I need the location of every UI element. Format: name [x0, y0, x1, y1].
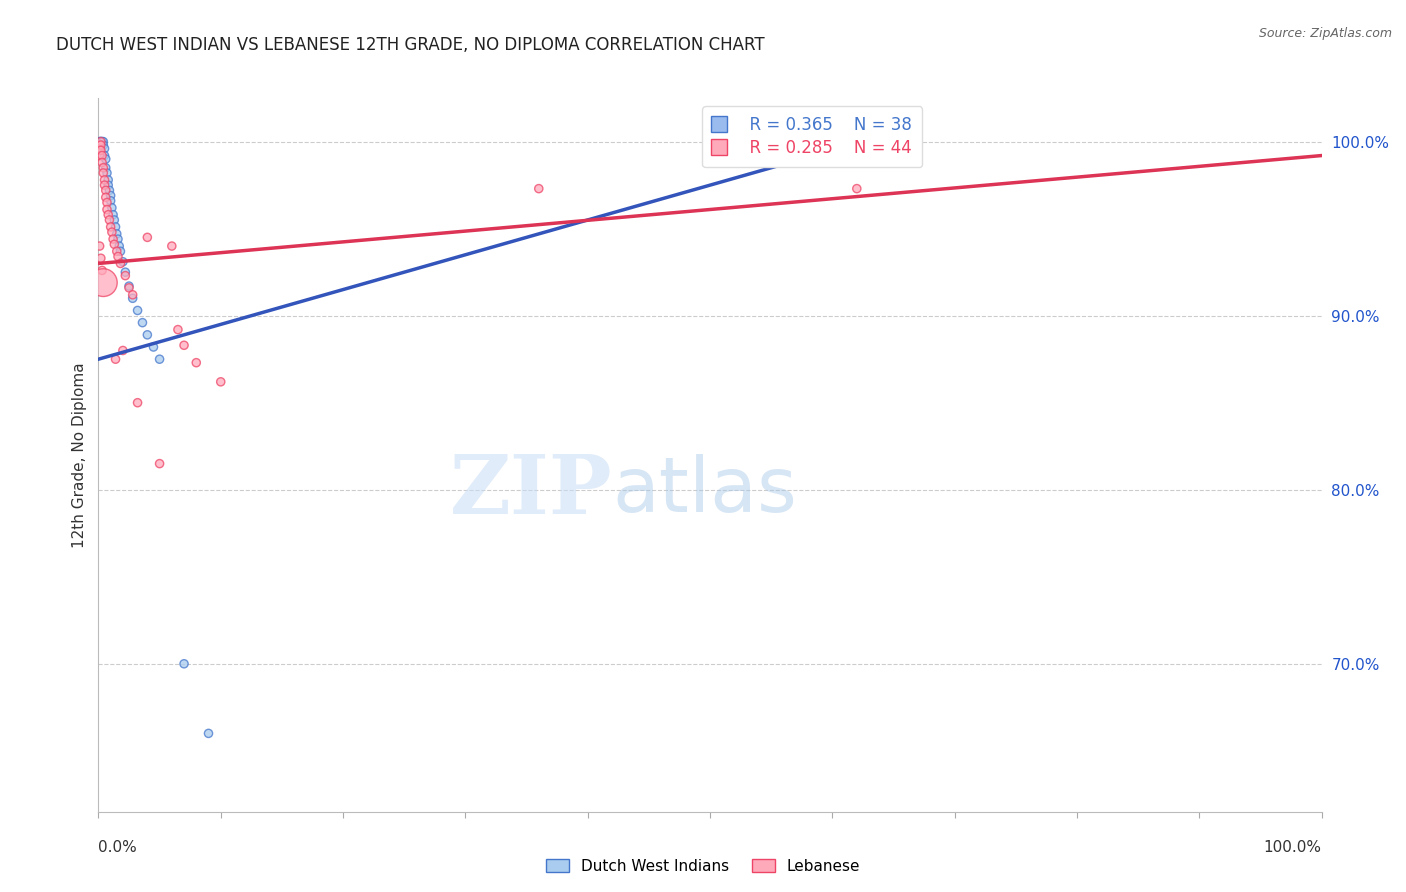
Point [107, 232, 129, 246]
Point [108, 239, 131, 253]
Point [209, 375, 232, 389]
Point [97, 178, 120, 193]
Point [105, 227, 128, 241]
Point [104, 352, 127, 367]
Point [94, 183, 117, 197]
Point [111, 343, 134, 358]
Text: ZIP: ZIP [450, 450, 612, 531]
Point [91, 161, 114, 175]
Point [101, 208, 124, 222]
Point [91, 135, 114, 149]
Point [167, 323, 190, 337]
Point [131, 316, 153, 330]
Point [98, 213, 121, 227]
Point [91, 166, 114, 180]
Point [91, 148, 114, 162]
Point [100, 194, 122, 208]
Point [105, 244, 128, 259]
Point [91, 135, 114, 149]
Point [118, 281, 141, 295]
Point [101, 225, 124, 239]
Point [89, 239, 111, 253]
Point [107, 250, 129, 264]
Point [90, 138, 112, 153]
Point [91, 135, 114, 149]
Point [114, 268, 136, 283]
Point [97, 173, 120, 187]
Point [118, 279, 141, 293]
Point [90, 252, 112, 266]
Point [93, 173, 115, 187]
Point [96, 195, 118, 210]
Point [100, 219, 122, 234]
Point [173, 657, 195, 671]
Point [93, 178, 115, 193]
Point [173, 338, 195, 352]
Point [114, 265, 136, 279]
Point [103, 213, 125, 227]
Point [96, 202, 118, 217]
Point [110, 256, 132, 270]
Point [97, 208, 120, 222]
Point [186, 356, 208, 370]
Point [89, 135, 111, 149]
Point [96, 166, 118, 180]
Point [101, 201, 124, 215]
Point [121, 287, 143, 301]
Point [142, 340, 165, 354]
Point [91, 138, 114, 153]
Text: DUTCH WEST INDIAN VS LEBANESE 12TH GRADE, NO DIPLOMA CORRELATION CHART: DUTCH WEST INDIAN VS LEBANESE 12TH GRADE… [56, 36, 765, 54]
Point [104, 219, 127, 234]
Point [110, 244, 132, 259]
Point [90, 135, 112, 149]
Point [127, 395, 149, 409]
Point [90, 135, 112, 149]
Point [90, 135, 112, 149]
Point [527, 181, 550, 195]
Point [89, 138, 111, 153]
Point [91, 263, 114, 277]
Point [93, 142, 115, 156]
Point [101, 232, 124, 246]
Point [149, 457, 172, 471]
Point [89, 148, 111, 162]
Point [111, 254, 134, 268]
Text: 100.0%: 100.0% [1264, 840, 1322, 855]
Point [197, 726, 219, 740]
Point [121, 291, 143, 305]
Point [149, 352, 172, 367]
Point [91, 155, 114, 169]
Point [89, 144, 111, 158]
Text: Source: ZipAtlas.com: Source: ZipAtlas.com [1258, 27, 1392, 40]
Point [845, 181, 868, 195]
Point [100, 188, 122, 202]
Point [98, 183, 121, 197]
Point [136, 327, 159, 342]
Point [94, 161, 117, 175]
Text: 0.0%: 0.0% [98, 840, 138, 855]
Legend: Dutch West Indians, Lebanese: Dutch West Indians, Lebanese [540, 853, 866, 880]
Point [93, 148, 115, 162]
Point [160, 239, 183, 253]
Point [127, 303, 149, 318]
Point [103, 237, 125, 252]
Point [845, 135, 868, 149]
Point [89, 135, 111, 149]
Point [90, 144, 112, 158]
Point [91, 276, 114, 290]
Point [94, 190, 117, 204]
Y-axis label: 12th Grade, No Diploma: 12th Grade, No Diploma [72, 362, 87, 548]
Point [136, 230, 159, 244]
Point [94, 152, 117, 166]
Text: atlas: atlas [612, 454, 797, 527]
Legend:   R = 0.365    N = 38,   R = 0.285    N = 44: R = 0.365 N = 38, R = 0.285 N = 44 [703, 106, 922, 168]
